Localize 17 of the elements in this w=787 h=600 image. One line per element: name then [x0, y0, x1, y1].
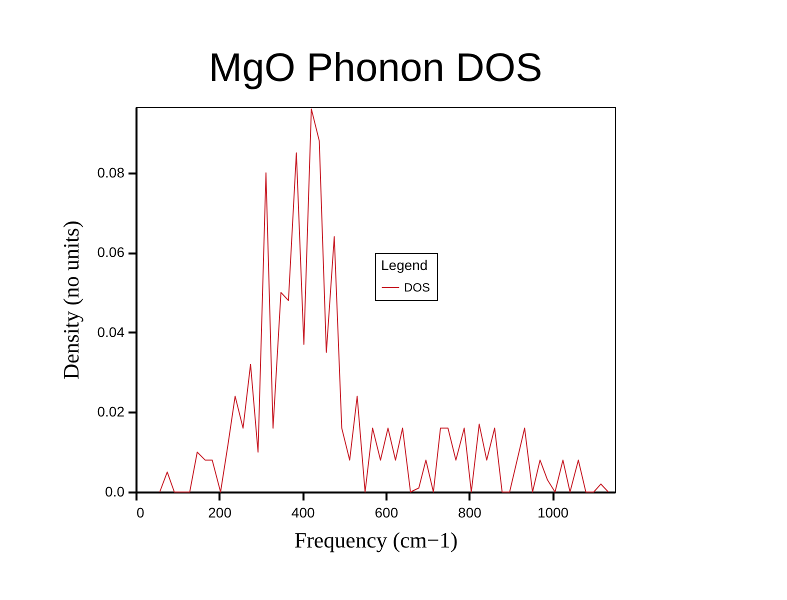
y-axis-title: Density (no units) — [58, 220, 84, 380]
line-series — [159, 108, 609, 492]
legend-title: Legend — [381, 257, 428, 273]
x-tick-label: 1000 — [537, 504, 569, 520]
chart-title: MgO Phonon DOS — [208, 46, 542, 90]
x-tick-label: 600 — [374, 504, 398, 520]
legend-label: DOS — [404, 280, 430, 294]
x-tick-label: 0 — [136, 504, 144, 520]
y-tick-label: 0.02 — [97, 404, 125, 420]
x-tick-label: 400 — [291, 504, 315, 520]
x-tick-label: 800 — [458, 504, 482, 520]
y-tick-label: 0.0 — [105, 484, 125, 500]
y-tick-label: 0.06 — [97, 244, 125, 260]
y-tick-label: 0.08 — [97, 164, 125, 180]
x-axis-title: Frequency (cm−1) — [294, 528, 458, 552]
x-tick-label: 200 — [208, 504, 232, 520]
y-tick-label: 0.04 — [97, 324, 125, 340]
